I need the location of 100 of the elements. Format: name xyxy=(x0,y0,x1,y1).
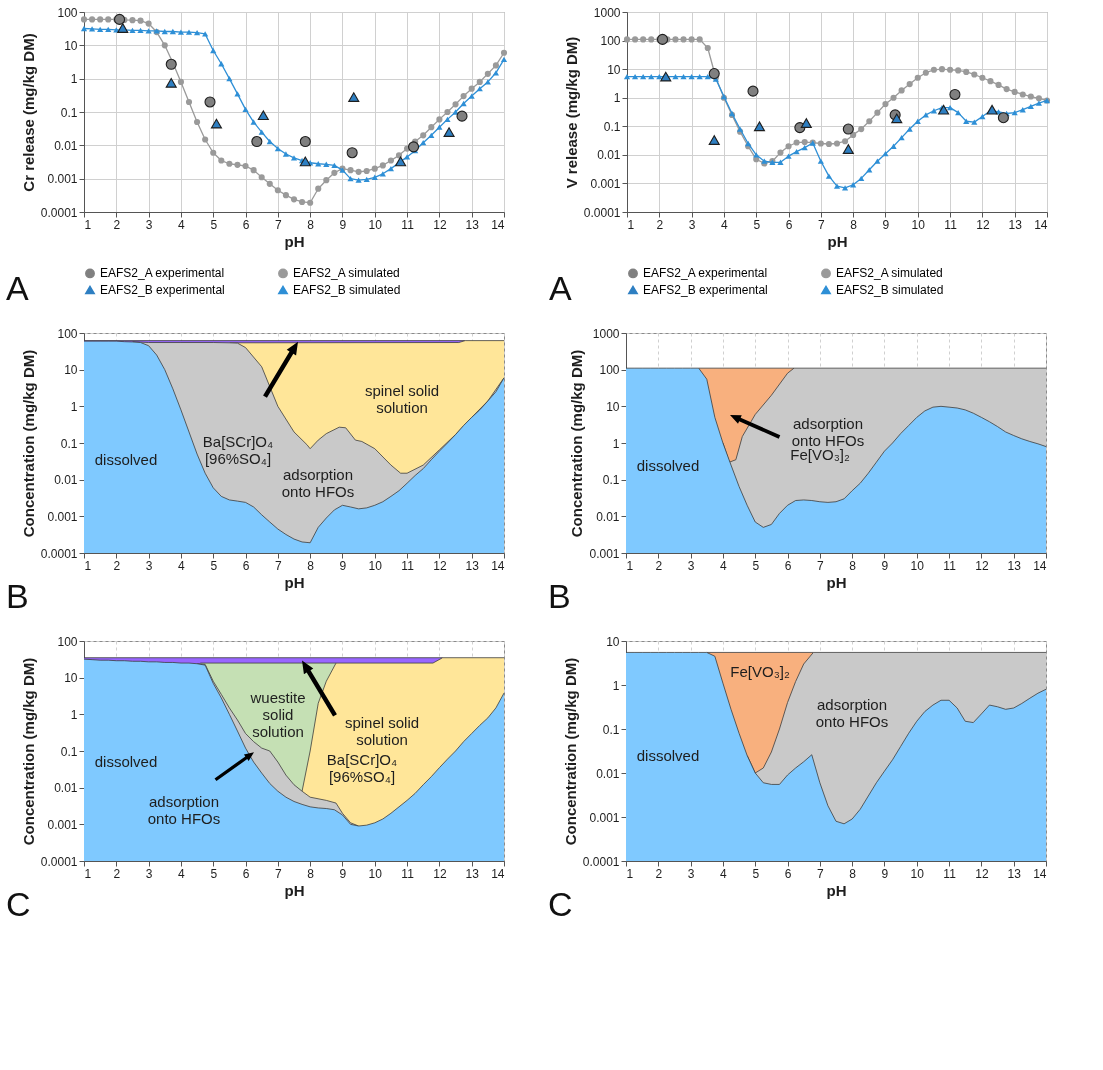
legend-label: EAFS2_A experimental xyxy=(643,266,768,281)
series-label: Ba[SCr]O₄ [96%SO₄] xyxy=(202,432,274,467)
y-tick-label: 1 xyxy=(70,707,78,722)
x-tick-label: 8 xyxy=(849,558,857,573)
series-label: dissolved xyxy=(94,753,158,770)
text: A xyxy=(549,269,572,307)
x-tick-label: 6 xyxy=(785,217,793,232)
y-tick-label: 0.01 xyxy=(597,148,621,163)
x-tick-label: 2 xyxy=(655,866,663,881)
text: C xyxy=(6,885,31,923)
y-tick-label: 0.001 xyxy=(47,172,78,187)
x-tick-label: 9 xyxy=(339,217,347,232)
x-axis-title: pH xyxy=(284,573,305,591)
x-tick-label: 13 xyxy=(465,558,480,573)
y-tick-label: 0.0001 xyxy=(40,854,78,869)
x-tick-label: 12 xyxy=(433,866,447,881)
x-tick-label: 7 xyxy=(818,217,825,232)
y-tick-label: 0.1 xyxy=(60,105,78,120)
y-tick-label: 10 xyxy=(606,634,620,649)
y-tick-label: 0.1 xyxy=(603,119,621,134)
y-tick-label: 10 xyxy=(64,38,78,53)
x-axis-title: pH xyxy=(284,881,305,899)
x-tick-label: 8 xyxy=(307,558,315,573)
x-tick-label: 13 xyxy=(1007,866,1022,881)
y-axis-title: Concentration (mg/kg DM) xyxy=(568,349,586,538)
x-tick-label: 8 xyxy=(849,866,857,881)
x-tick-label: 14 xyxy=(1034,217,1048,232)
y-axis-title: Cr release (mg/kg DM) xyxy=(19,33,37,192)
y-tick-label: 10 xyxy=(606,399,620,414)
text: A xyxy=(6,269,29,307)
y-tick-label: 100 xyxy=(57,634,78,649)
x-tick-label: 9 xyxy=(882,217,890,232)
x-tick-label: 9 xyxy=(881,558,889,573)
x-tick-label: 2 xyxy=(655,558,663,573)
x-axis-title: pH xyxy=(826,573,847,591)
y-tick-label: 0.0001 xyxy=(583,205,621,220)
legend-label: EAFS2_B simulated xyxy=(293,283,401,297)
legend-label: EAFS2_A simulated xyxy=(293,266,400,281)
y-axis-title: Concentration (mg/kg DM) xyxy=(19,657,37,846)
x-tick-label: 9 xyxy=(881,866,889,881)
x-tick-label: 11 xyxy=(401,217,415,232)
y-tick-label: 0.001 xyxy=(589,810,620,825)
y-tick-label: 0.01 xyxy=(596,766,620,781)
y-tick-label: 0.1 xyxy=(602,473,620,488)
y-tick-label: 0.0001 xyxy=(40,205,78,220)
series-label: adsorption onto HFOs xyxy=(281,466,355,500)
x-tick-label: 5 xyxy=(210,558,218,573)
text: C xyxy=(548,885,573,923)
x-tick-label: 11 xyxy=(401,558,415,573)
x-tick-label: 2 xyxy=(113,866,121,881)
x-tick-label: 14 xyxy=(1033,866,1047,881)
y-tick-label: 0.01 xyxy=(54,473,78,488)
x-tick-label: 5 xyxy=(753,217,761,232)
x-tick-label: 10 xyxy=(368,217,383,232)
x-tick-label: 7 xyxy=(817,866,824,881)
y-tick-label: 1 xyxy=(613,91,621,106)
x-tick-label: 6 xyxy=(242,866,250,881)
y-axis-title: V release (mg/kg DM) xyxy=(562,36,580,189)
y-tick-label: 0.001 xyxy=(47,509,78,524)
x-tick-label: 4 xyxy=(178,558,186,573)
y-tick-label: 1 xyxy=(612,678,620,693)
x-tick-label: 2 xyxy=(656,217,664,232)
x-tick-label: 13 xyxy=(1007,558,1022,573)
x-tick-label: 8 xyxy=(307,866,315,881)
y-tick-label: 0.0001 xyxy=(582,854,620,869)
x-tick-label: 5 xyxy=(752,866,760,881)
x-tick-label: 7 xyxy=(275,558,282,573)
y-tick-label: 10 xyxy=(64,671,78,686)
x-tick-label: 10 xyxy=(910,558,925,573)
x-tick-label: 4 xyxy=(178,217,186,232)
series-label: Ba[SCr]O₄ [96%SO₄] xyxy=(326,751,398,786)
x-tick-label: 11 xyxy=(943,558,957,573)
y-tick-label: 0.01 xyxy=(54,138,78,153)
x-tick-label: 14 xyxy=(491,866,505,881)
x-tick-label: 5 xyxy=(752,558,760,573)
x-tick-label: 7 xyxy=(275,217,282,232)
y-tick-label: 10 xyxy=(607,62,621,77)
text: B xyxy=(548,577,571,615)
x-tick-label: 3 xyxy=(145,217,153,232)
y-tick-label: 0.01 xyxy=(596,509,620,524)
x-tick-label: 6 xyxy=(242,217,250,232)
x-axis-title: pH xyxy=(826,881,847,899)
x-tick-label: 12 xyxy=(433,558,447,573)
y-tick-label: 1000 xyxy=(592,326,620,341)
y-tick-label: 100 xyxy=(599,363,620,378)
x-tick-label: 2 xyxy=(113,558,121,573)
x-tick-label: 4 xyxy=(721,217,729,232)
x-tick-label: 8 xyxy=(307,217,315,232)
x-tick-label: 14 xyxy=(491,558,505,573)
x-tick-label: 1 xyxy=(84,217,92,232)
y-tick-label: 1000 xyxy=(593,5,621,20)
x-tick-label: 12 xyxy=(975,558,989,573)
y-tick-label: 0.01 xyxy=(54,781,78,796)
x-tick-label: 7 xyxy=(817,558,824,573)
x-tick-label: 1 xyxy=(84,558,92,573)
y-tick-label: 100 xyxy=(57,5,78,20)
legend-label: EAFS2_B simulated xyxy=(836,283,944,297)
x-tick-label: 6 xyxy=(784,866,792,881)
y-tick-label: 0.001 xyxy=(589,546,620,561)
x-tick-label: 1 xyxy=(84,866,92,881)
